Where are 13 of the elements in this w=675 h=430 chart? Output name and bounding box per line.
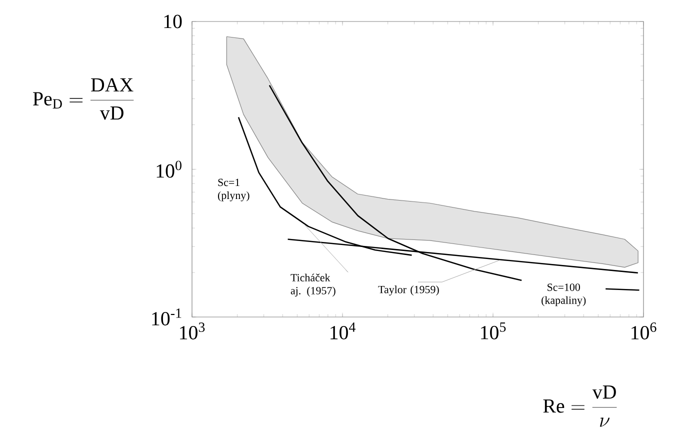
x-tick-label: 10$^{5}$ bbox=[481, 322, 506, 340]
series-label: Sc=1 (plyny) bbox=[218, 178, 250, 202]
x-tick-label: 10$^{3}$ bbox=[180, 322, 205, 340]
y-tick-label: 10 bbox=[164, 14, 182, 28]
x-tick-label: 10$^{6}$ bbox=[632, 322, 656, 340]
series-label: Sc=100 (kapaliny) bbox=[542, 284, 586, 306]
x-tick-label: 10$^{4}$ bbox=[330, 322, 356, 340]
y-tick-label: 10$^{-1}$ bbox=[152, 308, 182, 326]
y-tick-label: 10$^{0}$ bbox=[156, 160, 182, 178]
annotation: Ticháček aj. (1957) bbox=[290, 274, 336, 297]
y-axis-title: $\mathrm{Pe}_{\mathrm{D}} = \frac{\mathrm{DAX}}{\mathrm{vD}}$ bbox=[33, 78, 134, 120]
annotation: Taylor (1959) bbox=[378, 286, 439, 296]
x-axis-title: $\mathrm{Re} = \frac{\mathrm{vD}}{\nu}$ bbox=[543, 386, 617, 427]
